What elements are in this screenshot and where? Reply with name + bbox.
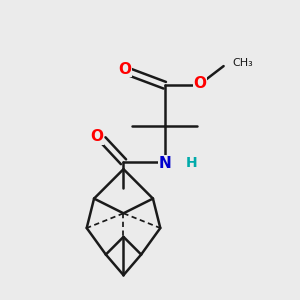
Text: CH₃: CH₃ <box>232 58 253 68</box>
Text: O: O <box>118 61 131 76</box>
Text: N: N <box>158 156 171 171</box>
Text: H: H <box>185 156 197 170</box>
Text: O: O <box>91 129 103 144</box>
Text: O: O <box>194 76 207 91</box>
